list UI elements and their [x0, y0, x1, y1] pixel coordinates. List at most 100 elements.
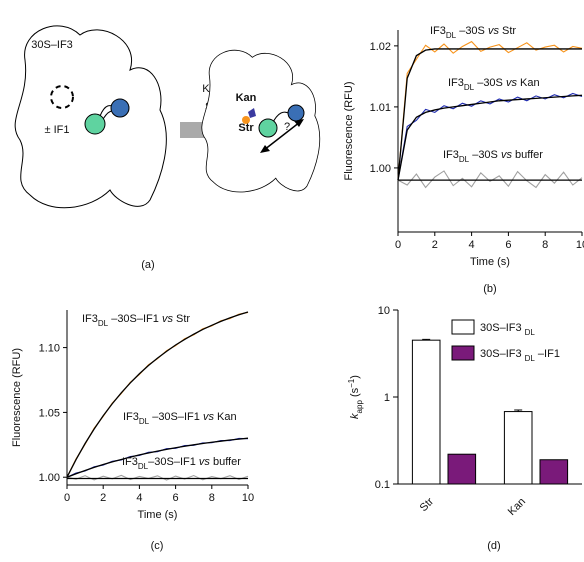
y-axis-label: Fluorescence (RFU)	[343, 81, 355, 180]
y-tick-label: 1	[384, 392, 390, 404]
x-axis-label: Time (s)	[470, 256, 510, 268]
x-tick-label: 4	[136, 492, 142, 504]
series-line	[397, 48, 582, 181]
panel-label: (d)	[487, 540, 500, 552]
text-part: IF3	[443, 149, 459, 161]
y-tick-label: 0.1	[375, 479, 390, 491]
y-tick-label: 1.00	[39, 472, 60, 484]
text-part: DL	[139, 417, 150, 426]
annotation: IF3DL –30S vs Str	[430, 25, 516, 40]
arrow-head	[260, 145, 270, 153]
x-tick-label: 8	[542, 239, 548, 251]
label: Str	[238, 122, 254, 134]
annotation: IF3DL –30S–IF1 vs Str	[82, 313, 190, 328]
text-part: DL	[138, 462, 149, 471]
x-tick-label: Kan	[506, 496, 528, 518]
y-tick-label: 1.01	[370, 102, 391, 114]
series-line	[66, 311, 249, 478]
text-part: –30S–IF1	[108, 313, 162, 325]
x-tick-label: 4	[469, 239, 475, 251]
series-line	[397, 94, 583, 181]
x-tick-label: 6	[505, 239, 511, 251]
panel-label: (a)	[141, 259, 154, 271]
y-axis-label: Fluorescence (RFU)	[11, 348, 23, 447]
text-part: DL	[446, 31, 457, 40]
legend-label: 30S–IF3 DL –IF1	[480, 348, 560, 363]
bar	[447, 453, 477, 485]
text-part: )	[349, 375, 361, 379]
text-part: DL	[525, 328, 536, 337]
x-tick-label: 6	[173, 492, 179, 504]
text-part: IF3	[448, 77, 464, 89]
series-line	[66, 474, 249, 481]
text-part: buffer	[512, 149, 543, 161]
kan-icon	[248, 108, 256, 118]
y-axis-label: kapp (s−1)	[347, 375, 364, 419]
text-part: app	[355, 400, 364, 414]
if3-ntd	[110, 98, 130, 118]
text-part: IF3	[430, 25, 446, 37]
text-part: –30S–IF1	[148, 456, 199, 468]
text-part: DL	[459, 155, 470, 164]
label: 30S–IF3	[31, 39, 73, 51]
label: ?	[284, 121, 290, 133]
text-part: −1	[347, 378, 356, 388]
text-part: vs	[501, 149, 513, 161]
error-bar	[514, 409, 523, 412]
if3-ctd	[84, 113, 106, 135]
annotation: IF3DL –30S vs buffer	[443, 149, 543, 164]
if3-ctd	[258, 118, 278, 138]
panel-label: (b)	[483, 283, 496, 295]
annotation: IF3DL –30S vs Kan	[448, 77, 540, 92]
y-tick-label: 1.00	[370, 163, 391, 175]
series-line	[397, 170, 583, 189]
text-part: vs	[199, 456, 211, 468]
ribosome-30s	[201, 49, 321, 193]
text-part: buffer	[210, 456, 241, 468]
text-part: DL	[98, 319, 109, 328]
series-line	[66, 437, 249, 478]
text-part: IF3	[122, 456, 138, 468]
text-part: 30S–IF3	[480, 322, 525, 334]
annotation: IF3DL –30S–IF1 vs Kan	[123, 411, 237, 426]
x-tick-label: 10	[242, 492, 254, 504]
str-icon	[242, 116, 250, 124]
x-tick-label: 0	[64, 492, 70, 504]
if3-ntd	[287, 104, 305, 122]
x-axis-label: Time (s)	[138, 509, 178, 521]
arrow-head	[294, 119, 304, 127]
x-tick-label: 8	[209, 492, 215, 504]
text-part: –30S	[474, 77, 506, 89]
if1-site	[50, 85, 74, 109]
text-part: IF3	[123, 411, 139, 423]
label: ± IF1	[45, 124, 70, 136]
annotation: IF3DL–30S–IF1 vs buffer	[122, 456, 241, 471]
text-part: vs	[506, 77, 518, 89]
text-part: DL	[525, 354, 536, 363]
text-part: –30S	[456, 25, 488, 37]
x-tick-label: 10	[576, 239, 584, 251]
legend-swatch	[451, 319, 475, 335]
text-part: Kan	[517, 77, 540, 89]
text-part: Str	[499, 25, 516, 37]
text-part: Str	[173, 313, 190, 325]
legend-swatch	[451, 345, 475, 361]
text-part: IF3	[82, 313, 98, 325]
error-bar	[422, 338, 431, 341]
text-part: DL	[464, 83, 475, 92]
series-line	[66, 311, 249, 478]
x-tick-label: 0	[395, 239, 401, 251]
text-part: –30S	[469, 149, 501, 161]
bar	[411, 339, 441, 485]
text-part: 30S–IF3	[480, 348, 525, 360]
label: Kan	[236, 92, 257, 104]
bar	[503, 411, 533, 485]
x-tick-label: 2	[432, 239, 438, 251]
text-part: (s	[349, 387, 361, 400]
x-tick-label: Str	[418, 495, 437, 514]
text-part: vs	[203, 411, 215, 423]
text-part: vs	[162, 313, 174, 325]
text-part: vs	[488, 25, 500, 37]
series-line	[397, 92, 583, 181]
